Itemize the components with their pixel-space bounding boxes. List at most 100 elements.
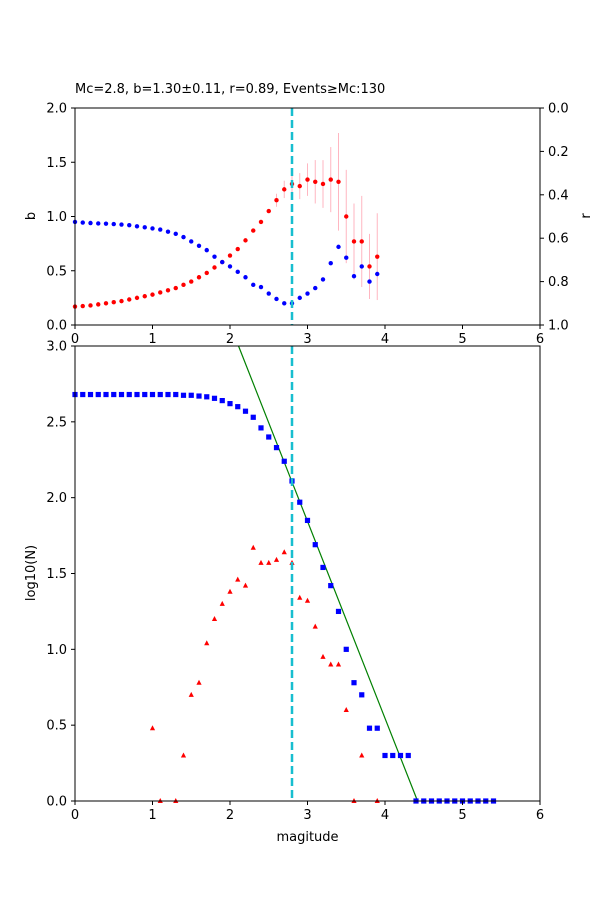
b-value-point bbox=[103, 301, 109, 306]
bottom-ytick-label: 3.0 bbox=[46, 340, 67, 355]
noncumulative-count-point bbox=[335, 661, 342, 667]
r-value-point bbox=[212, 254, 217, 259]
top-xtick-label: 6 bbox=[536, 332, 544, 347]
b-value-point bbox=[119, 298, 124, 304]
top-ytick-right-label: 0.2 bbox=[548, 145, 569, 160]
top-ytick-left-label: 0.5 bbox=[46, 264, 67, 279]
noncumulative-count-point bbox=[328, 661, 334, 667]
b-value-point bbox=[344, 214, 349, 219]
cumulative-count-point bbox=[87, 391, 94, 398]
cumulative-count-point bbox=[328, 583, 334, 589]
bottom-ylabel: log10(N) bbox=[24, 545, 39, 601]
cumulative-count-point bbox=[103, 391, 109, 398]
noncumulative-count-point bbox=[242, 582, 249, 588]
b-value-point bbox=[359, 239, 364, 244]
cumulative-count-point bbox=[335, 608, 342, 615]
bottom-xtick-label: 6 bbox=[536, 808, 544, 823]
b-value-point bbox=[212, 265, 217, 270]
noncumulative-count-point bbox=[258, 559, 264, 565]
b-value-point bbox=[274, 198, 279, 203]
r-value-point bbox=[181, 234, 186, 240]
b-value-point bbox=[127, 297, 132, 302]
cumulative-count-point bbox=[149, 391, 156, 398]
cumulative-count-point bbox=[273, 445, 280, 451]
cumulative-count-point bbox=[204, 394, 210, 400]
noncumulative-count-point bbox=[266, 559, 272, 565]
r-value-point bbox=[196, 243, 202, 248]
top-ytick-left-label: 2.0 bbox=[46, 102, 67, 117]
cumulative-count-point bbox=[126, 391, 132, 398]
noncumulative-count-point bbox=[204, 640, 210, 646]
bottom-xtick-label: 4 bbox=[381, 808, 389, 823]
top-axis-ticks: 0 1 2 3 4 5 6 0.0 0.5 1.0 1.5 2.0 0.0 0.2 0.4 0.6 0.8 1.0 bbox=[46, 102, 568, 348]
b-value-point bbox=[134, 295, 140, 301]
top-plot-area bbox=[72, 108, 380, 325]
b-value-point bbox=[251, 228, 256, 233]
cumulative-count-point bbox=[142, 391, 148, 398]
r-value-point bbox=[119, 222, 124, 227]
bottom-ytick-label: 1.5 bbox=[46, 567, 67, 582]
top-ytick-left-label: 0.0 bbox=[46, 319, 67, 334]
bottom-xtick-label: 5 bbox=[458, 808, 466, 823]
cumulative-count-point bbox=[382, 752, 388, 759]
r-value-point bbox=[305, 291, 310, 296]
noncumulative-count-point bbox=[312, 623, 318, 629]
cumulative-count-point bbox=[359, 692, 365, 698]
r-value-point bbox=[111, 221, 116, 227]
r-value-point bbox=[328, 260, 333, 266]
cumulative-count-point bbox=[374, 725, 380, 731]
top-ytick-right-label: 0.0 bbox=[548, 102, 569, 117]
cumulative-count-point bbox=[211, 395, 218, 401]
r-value-point bbox=[204, 247, 209, 253]
top-ytick-right-label: 0.6 bbox=[548, 232, 569, 247]
noncumulative-count-point bbox=[297, 594, 303, 600]
top-ytick-right-label: 0.4 bbox=[548, 188, 569, 203]
cumulative-count-point bbox=[397, 752, 404, 759]
r-value-point bbox=[359, 264, 364, 269]
r-value-point bbox=[173, 231, 178, 237]
r-value-point bbox=[336, 244, 341, 250]
b-value-point bbox=[173, 285, 178, 291]
r-value-point bbox=[320, 277, 326, 282]
noncumulative-count-point bbox=[273, 556, 280, 562]
noncumulative-count-point bbox=[149, 725, 156, 731]
noncumulative-count-point bbox=[235, 576, 241, 582]
r-value-point bbox=[189, 239, 194, 244]
cumulative-count-point bbox=[343, 646, 349, 652]
bottom-ytick-label: 2.0 bbox=[46, 491, 67, 506]
r-value-point bbox=[282, 301, 287, 306]
cumulative-count-point bbox=[219, 398, 225, 404]
cumulative-count-point bbox=[80, 391, 86, 398]
noncumulative-count-point bbox=[196, 679, 202, 685]
cumulative-count-point bbox=[196, 393, 202, 399]
bottom-ytick-label: 1.0 bbox=[46, 643, 67, 658]
r-value-point bbox=[134, 224, 140, 229]
bottom-ytick-label: 0.5 bbox=[46, 719, 67, 734]
cumulative-count-point bbox=[134, 391, 140, 398]
b-value-point bbox=[258, 219, 264, 225]
frequency-magnitude-panel: 0 1 2 3 4 5 6 0.0 0.5 1.0 1.5 2.0 2.5 3.0 magitude lo… bbox=[24, 340, 544, 846]
top-ytick-right-label: 1.0 bbox=[548, 319, 569, 334]
r-value-point bbox=[258, 284, 264, 290]
cumulative-count-point bbox=[297, 499, 303, 505]
b-value-point bbox=[282, 187, 287, 192]
top-xtick-label: 3 bbox=[303, 332, 311, 347]
cumulative-count-point bbox=[312, 542, 318, 548]
b-value-point bbox=[235, 246, 240, 252]
noncumulative-count-point bbox=[219, 600, 225, 606]
r-value-point bbox=[88, 220, 93, 226]
b-value-point bbox=[150, 292, 155, 297]
cumulative-count-point bbox=[250, 414, 256, 420]
r-value-point bbox=[220, 259, 225, 265]
r-value-point bbox=[158, 227, 163, 232]
bottom-axes-background bbox=[75, 346, 540, 801]
r-value-point bbox=[165, 229, 171, 234]
r-value-point bbox=[367, 279, 372, 284]
top-ytick-left-label: 1.5 bbox=[46, 156, 67, 171]
b-value-point bbox=[227, 253, 233, 258]
b-value-point bbox=[158, 290, 163, 295]
cumulative-count-point bbox=[320, 564, 326, 571]
noncumulative-count-point bbox=[281, 549, 287, 555]
bottom-xtick-label: 0 bbox=[71, 808, 79, 823]
